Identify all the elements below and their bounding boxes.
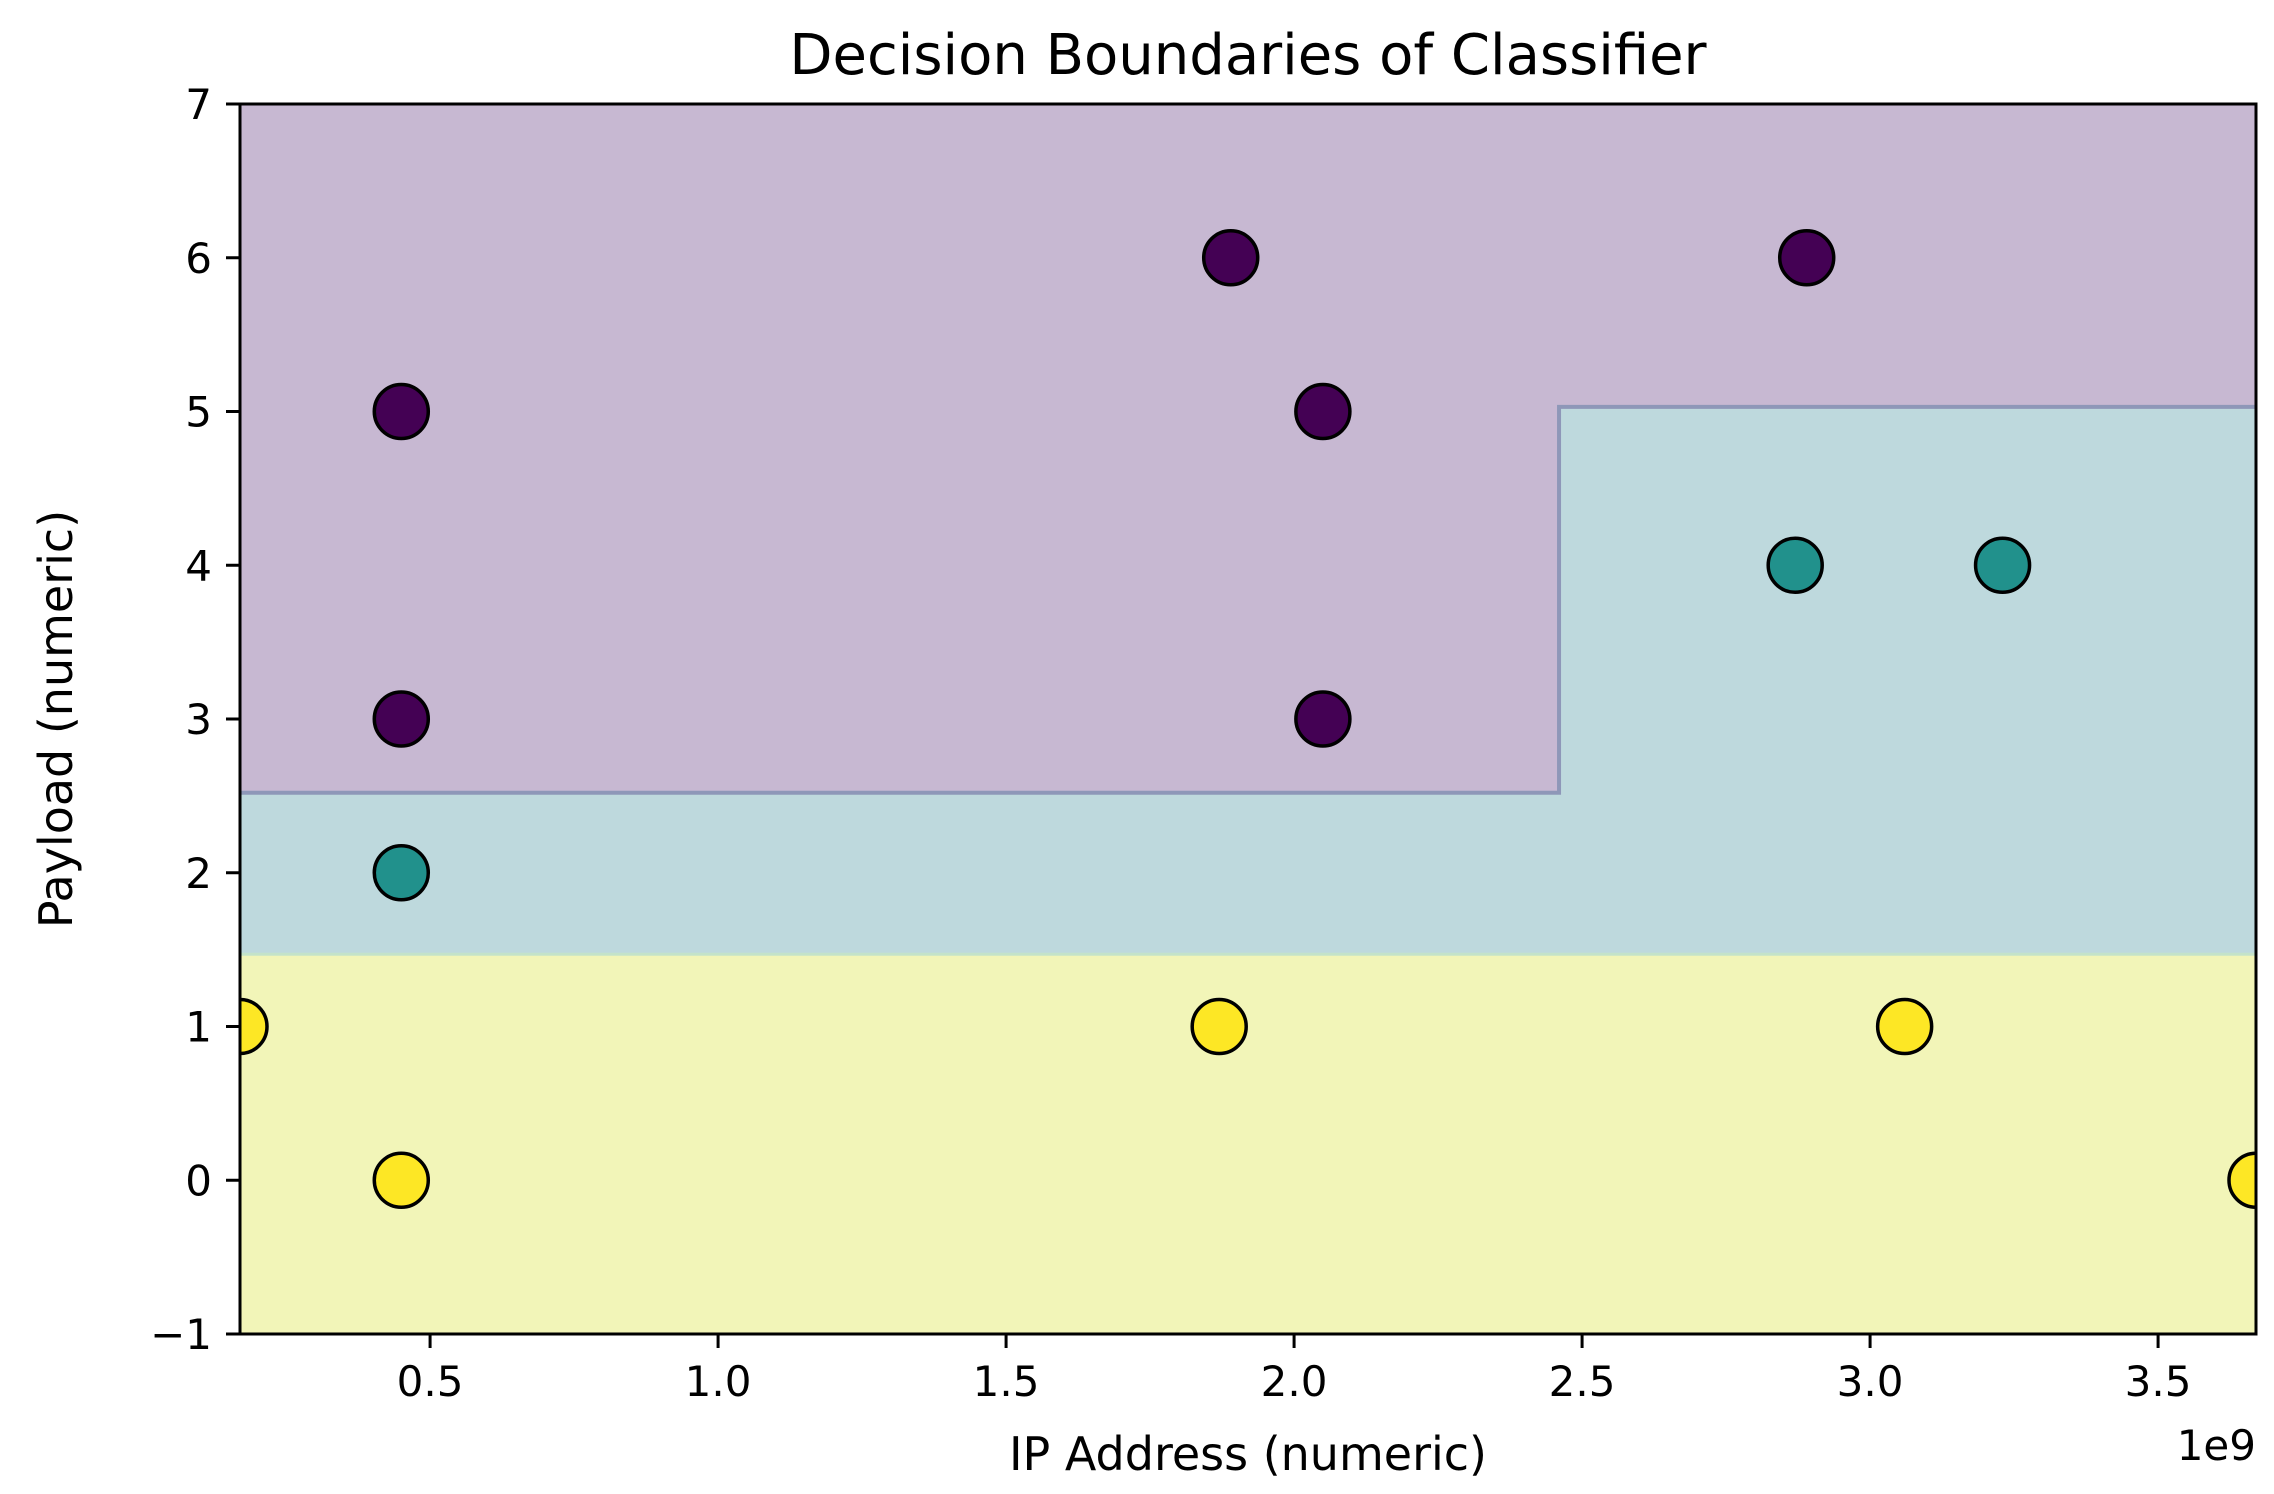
data-point-class-1 — [1766, 536, 1824, 594]
plot-area — [240, 104, 2256, 1334]
data-point-class-0 — [1294, 690, 1352, 748]
data-point-class-0 — [1201, 229, 1260, 287]
x-tick-label: 0.5 — [397, 1357, 464, 1406]
chart-title: Decision Boundaries of Classifier — [789, 23, 1707, 88]
x-tick-label: 1.5 — [973, 1357, 1040, 1406]
data-point-class-2 — [1875, 997, 1934, 1056]
data-points — [240, 229, 2256, 1209]
x-axis-ticks: 0.5 1.0 1.5 2.0 2.5 3.0 3.5 — [397, 1334, 2192, 1406]
y-tick-label: 0 — [185, 1156, 212, 1205]
y-tick-label: 4 — [185, 541, 212, 590]
y-tick-label: 1 — [185, 1003, 212, 1052]
data-point-class-0 — [1294, 382, 1352, 441]
y-tick-label: 7 — [185, 80, 212, 129]
decision-regions — [240, 104, 2256, 1334]
y-tick-label: 5 — [185, 388, 212, 437]
x-tick-label: 1.0 — [685, 1357, 752, 1406]
decision-boundary-upper — [240, 404, 2256, 795]
decision-boundaries — [240, 404, 2256, 956]
x-axis-offset-label: 1e9 — [2177, 1421, 2256, 1470]
x-tick-label: 3.5 — [2125, 1357, 2192, 1406]
data-point-class-0 — [372, 382, 431, 441]
y-tick-label: 3 — [185, 695, 212, 744]
data-point-class-1 — [1973, 536, 2032, 594]
y-tick-label: −1 — [150, 1310, 212, 1359]
data-point-class-2 — [372, 1151, 431, 1209]
data-point-class-0 — [372, 690, 431, 748]
data-point-class-2 — [240, 997, 269, 1056]
y-axis-label: Payload (numeric) — [29, 510, 83, 928]
x-tick-label: 3.0 — [1837, 1357, 1904, 1406]
data-point-class-2 — [2227, 1151, 2256, 1209]
y-tick-label: 2 — [185, 849, 212, 898]
x-tick-label: 2.0 — [1261, 1357, 1328, 1406]
decision-region-class-0 — [240, 104, 2256, 793]
x-tick-label: 2.5 — [1549, 1357, 1616, 1406]
data-point-class-1 — [372, 844, 431, 902]
y-tick-label: 6 — [185, 234, 212, 283]
y-axis-ticks: −1 0 1 2 3 4 5 6 7 — [150, 80, 240, 1359]
data-point-class-2 — [1190, 997, 1248, 1056]
decision-region-class-1 — [240, 406, 2256, 955]
data-point-class-0 — [1777, 229, 1836, 287]
x-axis-label: IP Address (numeric) — [1009, 1427, 1487, 1481]
decision-region-class-2 — [240, 954, 2256, 1334]
